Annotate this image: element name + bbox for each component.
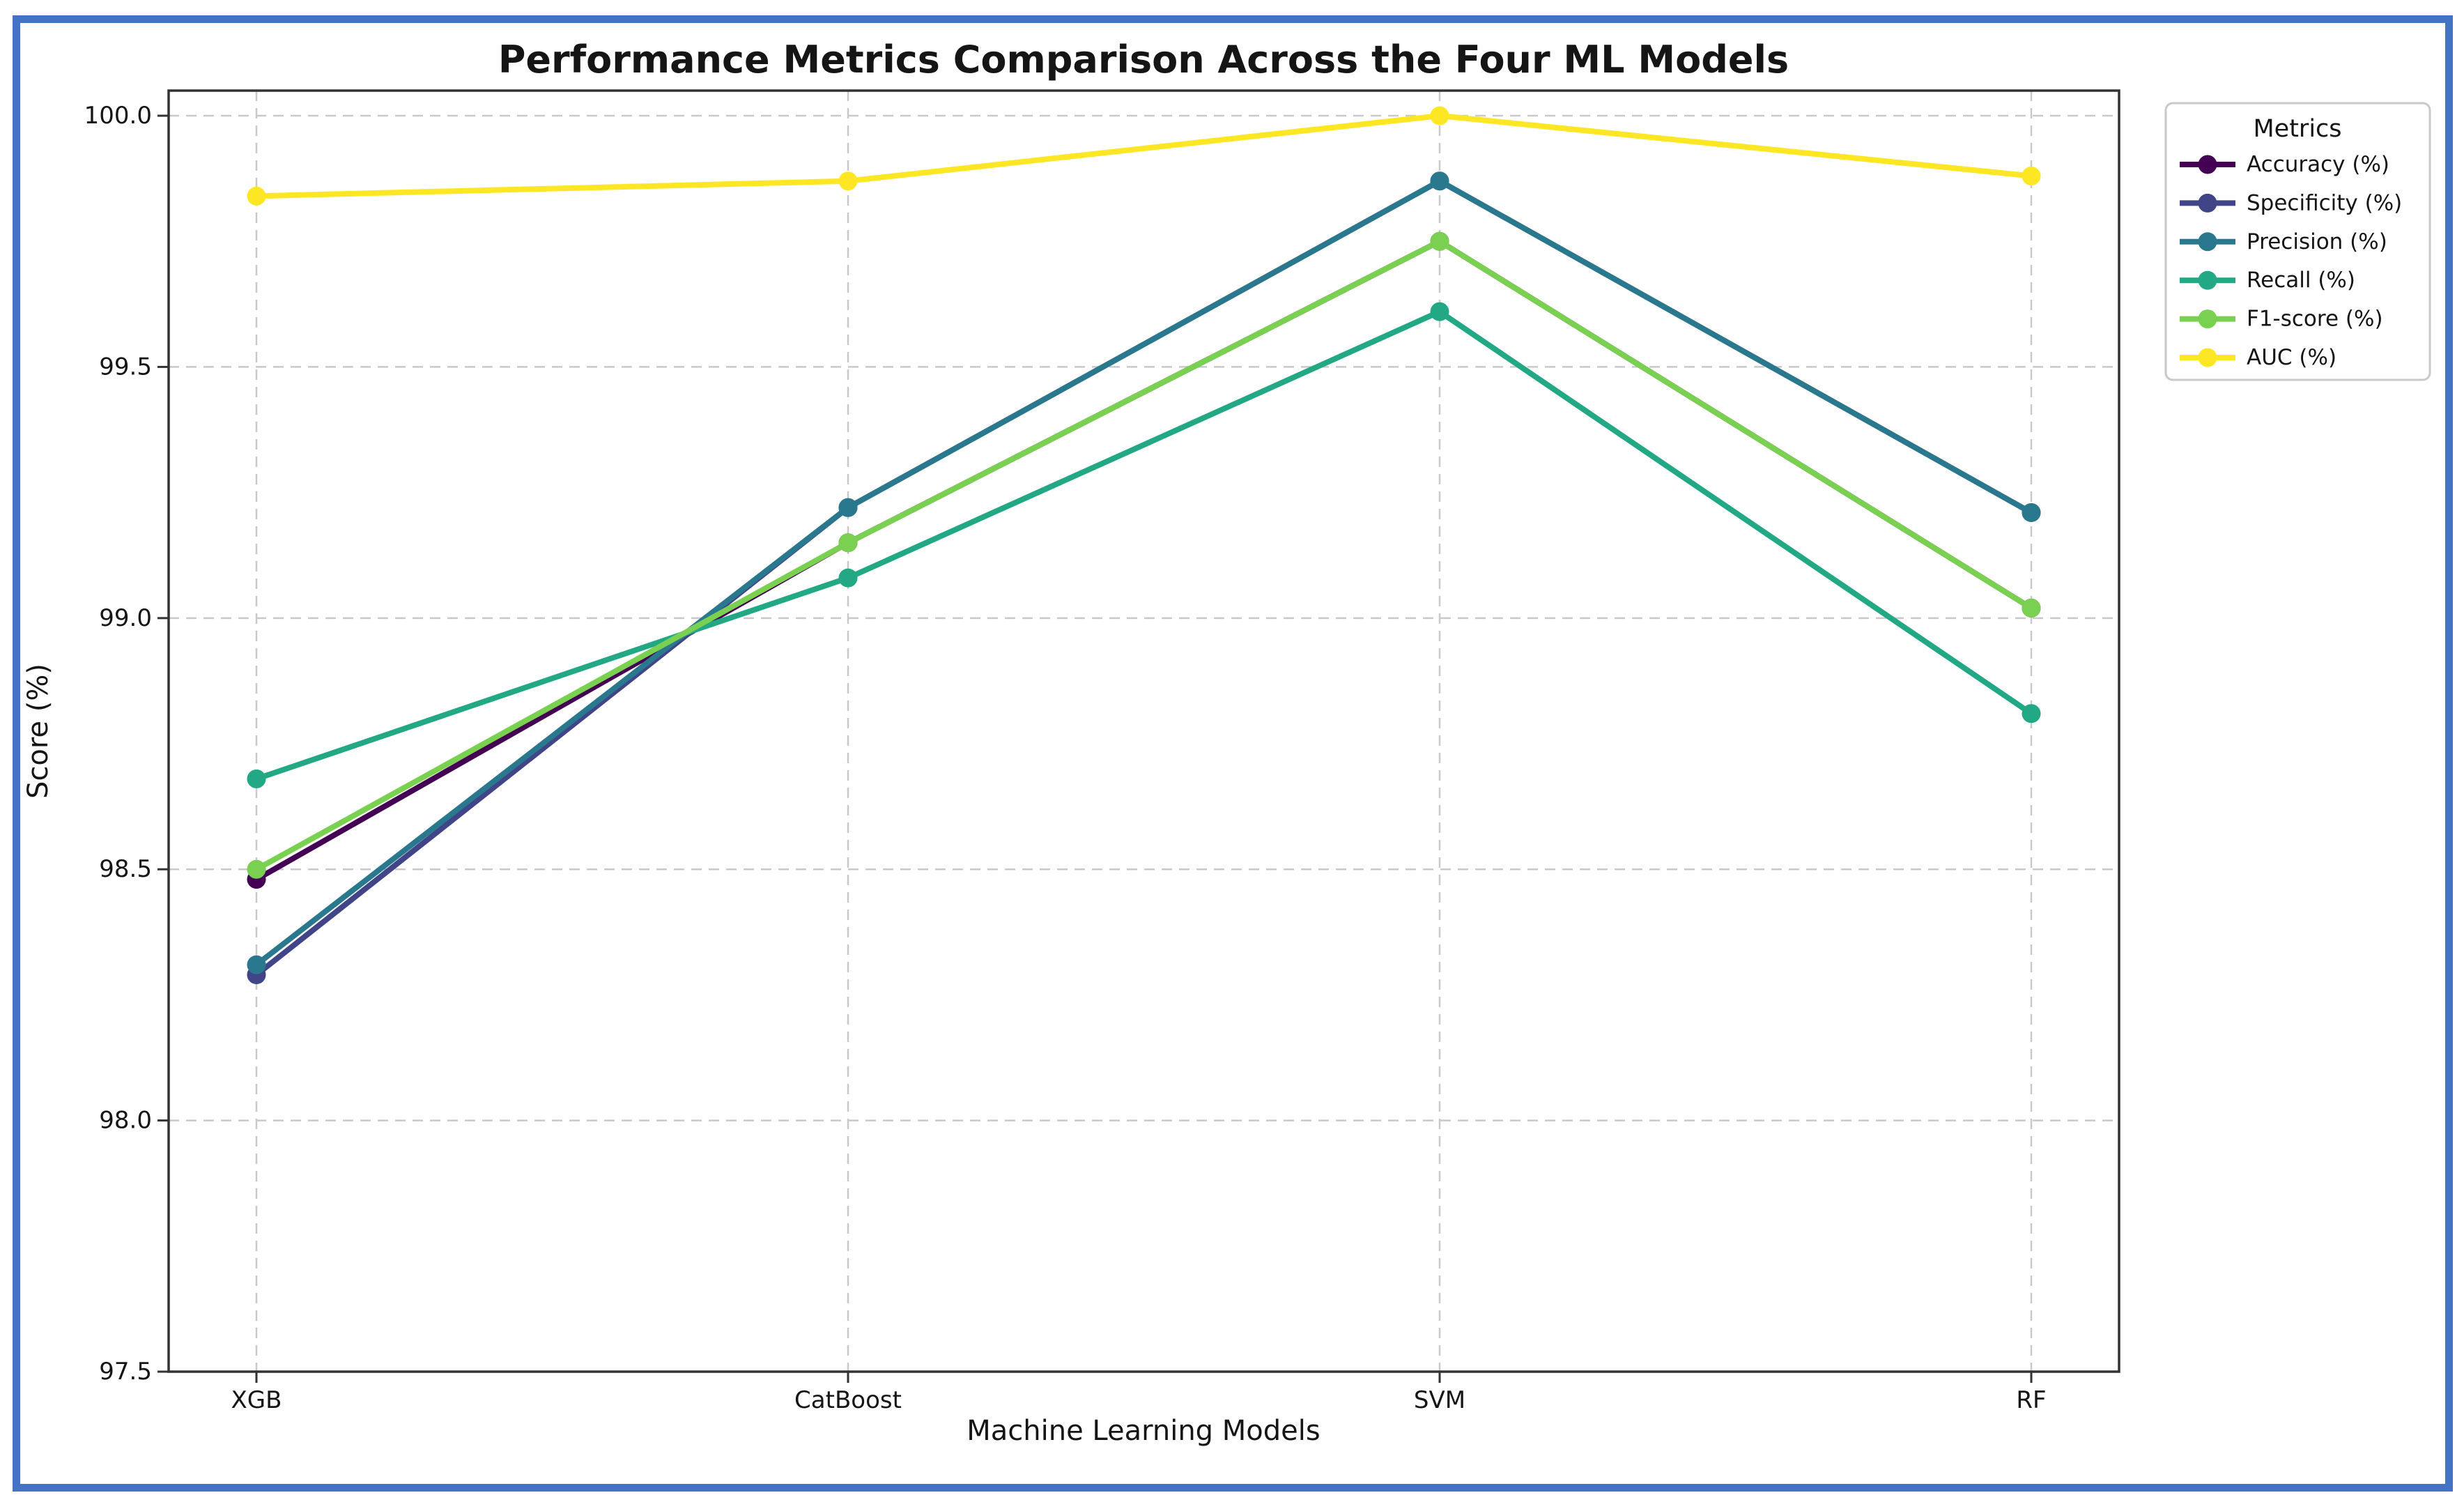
- data-point-recall: [838, 568, 858, 588]
- y-tick-label: 98.5: [99, 855, 152, 883]
- x-tick-label: RF: [2016, 1386, 2046, 1414]
- data-point-precision: [2022, 503, 2041, 522]
- y-tick-label: 99.5: [99, 353, 152, 381]
- y-tick-label: 97.5: [99, 1358, 152, 1386]
- legend-item-auc: AUC (%): [2180, 345, 2336, 370]
- series-line-accuracy: [254, 238, 2034, 882]
- data-point-precision: [838, 498, 858, 517]
- legend-label-precision: Precision (%): [2247, 229, 2387, 254]
- data-point-recall: [247, 769, 266, 788]
- data-point-auc: [247, 186, 266, 206]
- legend-item-f1-score: F1-score (%): [2180, 307, 2383, 332]
- x-axis-label: Machine Learning Models: [967, 1415, 1320, 1447]
- figure-frame: [13, 15, 2453, 1492]
- data-point-f1-score: [2022, 598, 2041, 618]
- legend-items: Accuracy (%) Specificity (%) Precision (%)…: [2180, 152, 2402, 370]
- series-accuracy: [247, 231, 2041, 889]
- series-recall: [247, 302, 2041, 788]
- legend-marker-accuracy: [2198, 155, 2217, 174]
- y-tick-label: 99.0: [99, 604, 152, 632]
- legend-marker-f1-score: [2198, 309, 2217, 329]
- x-tick-label: CatBoost: [794, 1386, 902, 1414]
- series-precision: [247, 171, 2041, 974]
- legend-marker-auc: [2198, 348, 2217, 367]
- grid-layer: [169, 91, 2119, 1373]
- legend-item-accuracy: Accuracy (%): [2180, 152, 2389, 177]
- data-point-auc: [2022, 167, 2041, 186]
- legend: Metrics Accuracy (%) Specificity (%) Preci…: [2164, 102, 2431, 381]
- plot-area: [167, 89, 2120, 1373]
- data-point-precision: [247, 955, 266, 974]
- legend-marker-recall: [2198, 270, 2217, 290]
- legend-marker-specificity: [2198, 193, 2217, 213]
- series-line-auc: [254, 113, 2034, 199]
- tick-layer: 97.5 98.0 98.5 99.0 99.5 100.0 XGB CatBoost SVM R…: [84, 102, 2047, 1414]
- y-tick-label: 98.0: [99, 1107, 152, 1135]
- data-point-f1-score: [247, 859, 266, 879]
- data-point-recall: [1430, 302, 1449, 321]
- series-specificity: [247, 171, 2041, 985]
- series-layer: [247, 106, 2041, 985]
- y-axis-label: Score (%): [22, 664, 54, 799]
- series-line-specificity: [254, 178, 2034, 978]
- legend-item-specificity: Specificity (%): [2180, 190, 2402, 215]
- series-line-f1-score: [254, 238, 2034, 873]
- chart-title: Performance Metrics Comparison Across th…: [498, 38, 1789, 82]
- legend-box: [2164, 102, 2431, 381]
- data-point-f1-score: [838, 533, 858, 553]
- data-point-recall: [2022, 704, 2041, 723]
- legend-title: Metrics: [2253, 115, 2341, 143]
- data-point-auc: [1430, 106, 1449, 125]
- legend-label-auc: AUC (%): [2247, 345, 2336, 370]
- legend-label-recall: Recall (%): [2247, 268, 2355, 293]
- data-point-precision: [1430, 171, 1449, 191]
- legend-item-precision: Precision (%): [2180, 229, 2387, 254]
- legend-marker-precision: [2198, 232, 2217, 252]
- legend-label-accuracy: Accuracy (%): [2247, 152, 2389, 177]
- series-line-recall: [254, 309, 2034, 782]
- legend-label-f1-score: F1-score (%): [2247, 307, 2383, 332]
- legend-item-recall: Recall (%): [2180, 268, 2355, 293]
- series-auc: [247, 106, 2041, 206]
- data-point-auc: [838, 171, 858, 191]
- y-tick-label: 100.0: [84, 102, 152, 130]
- x-tick-label: XGB: [231, 1386, 282, 1414]
- series-line-precision: [254, 178, 2034, 968]
- legend-label-specificity: Specificity (%): [2247, 190, 2402, 215]
- series-f1-score: [247, 231, 2041, 879]
- x-tick-label: SVM: [1414, 1386, 1465, 1414]
- data-point-f1-score: [1430, 231, 1449, 251]
